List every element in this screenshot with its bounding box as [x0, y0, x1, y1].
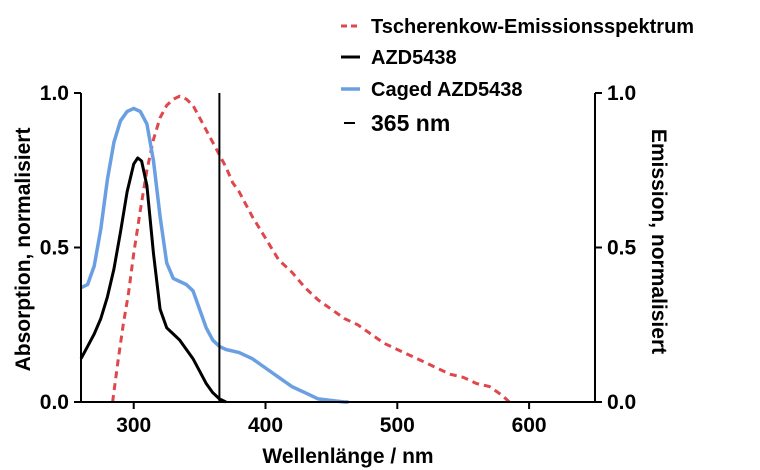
right-y-tick-label: 1.0: [607, 82, 636, 105]
left-y-ticks: 0.0 0.5 1.0: [40, 82, 81, 414]
legend: Tscherenkow-Emissionsspektrum AZD5438 Cage…: [341, 16, 694, 136]
left-y-tick-label: 0.5: [40, 237, 70, 260]
series-azd5438-line: [79, 156, 227, 404]
legend-label-tscherenkow-emissionsspektrum: Tscherenkow-Emissionsspektrum: [371, 16, 694, 38]
right-y-ticks: 0.0 0.5 1.0: [595, 82, 637, 414]
series-tscherenkow-emissionsspektrum-line: [111, 94, 511, 404]
series-caged-azd5438-line: [80, 106, 349, 404]
x-ticks: 300 400 500 600: [116, 402, 547, 437]
left-y-tick-label: 1.0: [40, 82, 69, 105]
series-layer: [79, 93, 511, 404]
x-tick-label: 600: [512, 414, 547, 437]
right-y-tick-label: 0.0: [607, 391, 636, 414]
legend-label-caged-azd5438: Caged AZD5438: [371, 79, 523, 101]
legend-label-azd5438: AZD5438: [371, 47, 457, 69]
x-tick-label: 400: [248, 414, 283, 437]
x-tick-label: 300: [116, 414, 151, 437]
left-y-tick-label: 0.0: [40, 391, 69, 414]
legend-label-365-nm: 365 nm: [371, 110, 450, 136]
right-y-axis-label: Emission, normalisiert: [647, 129, 670, 354]
left-y-axis-label: Absorption, normalisiert: [12, 128, 35, 372]
x-axis-label: Wellenlänge / nm: [262, 445, 433, 468]
x-tick-label: 500: [380, 414, 415, 437]
right-y-tick-label: 0.5: [607, 237, 637, 260]
